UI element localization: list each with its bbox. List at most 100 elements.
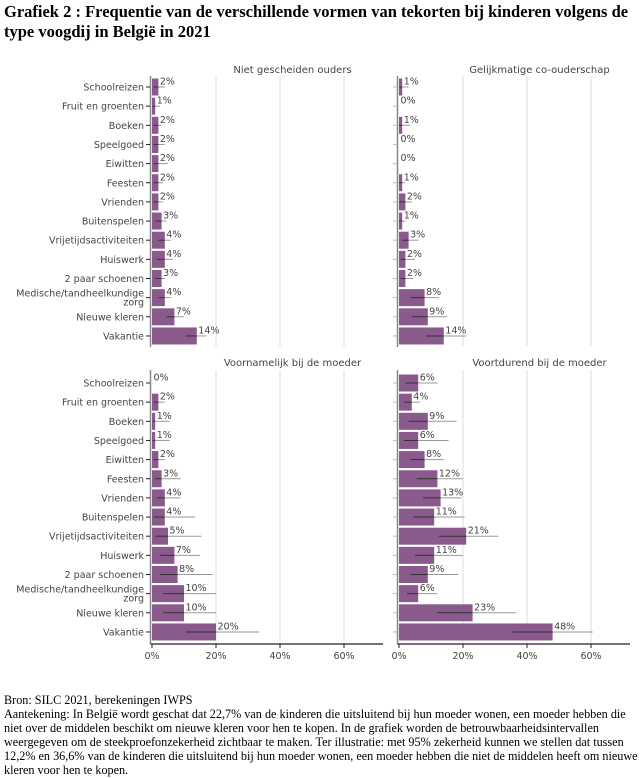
data-label: 2% bbox=[160, 392, 175, 403]
data-label: 14% bbox=[198, 325, 219, 336]
data-label: 4% bbox=[166, 287, 181, 298]
data-label: 2% bbox=[407, 249, 422, 260]
panel-title: Niet gescheiden ouders bbox=[233, 65, 351, 76]
data-label: 1% bbox=[157, 430, 172, 441]
bar bbox=[152, 327, 197, 345]
data-label: 23% bbox=[474, 602, 495, 613]
data-label: 9% bbox=[429, 306, 444, 317]
data-label: 3% bbox=[163, 268, 178, 279]
data-label: 9% bbox=[429, 564, 444, 575]
bar bbox=[152, 623, 216, 641]
category-label: Huiswerk bbox=[100, 551, 144, 562]
category-label: Vrijetijdsactiviteiten bbox=[49, 532, 144, 543]
data-label: 0% bbox=[401, 134, 416, 145]
category-label: Speelgoed bbox=[94, 140, 144, 151]
data-label: 0% bbox=[401, 153, 416, 164]
data-label: 4% bbox=[413, 392, 428, 403]
data-label: 1% bbox=[404, 115, 419, 126]
category-label: Fruit en groenten bbox=[62, 102, 144, 113]
data-label: 3% bbox=[163, 468, 178, 479]
data-label: 2% bbox=[160, 115, 175, 126]
x-tick-label: 60% bbox=[580, 651, 601, 662]
chart-title: Grafiek 2 : Frequentie van de verschille… bbox=[4, 2, 629, 41]
panel-title: Gelijkmatige co-ouderschap bbox=[469, 65, 609, 76]
category-label: Vakantie bbox=[103, 331, 144, 342]
category-label: Medische/tandheelkundige bbox=[16, 585, 144, 596]
data-label: 21% bbox=[468, 526, 489, 537]
x-tick-label: 20% bbox=[205, 651, 226, 662]
category-label: Eiwitten bbox=[106, 159, 144, 170]
category-label: Vakantie bbox=[103, 627, 144, 638]
category-label: zorg bbox=[123, 594, 144, 605]
data-label: 4% bbox=[166, 230, 181, 241]
data-label: 10% bbox=[186, 583, 207, 594]
bar bbox=[399, 489, 441, 507]
bar bbox=[152, 308, 175, 326]
bar bbox=[399, 327, 444, 345]
data-label: 1% bbox=[404, 211, 419, 222]
category-label: Buitenspelen bbox=[82, 217, 144, 228]
data-label: 1% bbox=[404, 77, 419, 88]
data-label: 8% bbox=[179, 564, 194, 575]
data-label: 2% bbox=[160, 172, 175, 183]
panel-title: Voortdurend bij de moeder bbox=[472, 358, 607, 369]
data-label: 1% bbox=[404, 172, 419, 183]
category-label: Feesten bbox=[107, 474, 144, 485]
bar bbox=[399, 623, 553, 641]
data-label: 0% bbox=[154, 373, 169, 384]
data-label: 2% bbox=[160, 449, 175, 460]
data-label: 6% bbox=[420, 583, 435, 594]
data-label: 6% bbox=[420, 430, 435, 441]
category-label: Eiwitten bbox=[106, 455, 144, 466]
category-label: Vrijetijdsactiviteiten bbox=[49, 236, 144, 247]
category-label: Nieuwe kleren bbox=[76, 312, 144, 323]
category-label: 2 paar schoenen bbox=[65, 570, 144, 581]
data-label: 20% bbox=[218, 621, 239, 632]
category-label: Speelgoed bbox=[94, 436, 144, 447]
data-label: 3% bbox=[163, 211, 178, 222]
category-label: Vrienden bbox=[101, 197, 144, 208]
source-note: Bron: SILC 2021, berekeningen IWPS bbox=[4, 693, 193, 707]
category-label: Schoolreizen bbox=[83, 83, 144, 94]
category-label: 2 paar schoenen bbox=[65, 274, 144, 285]
data-label: 8% bbox=[426, 449, 441, 460]
data-label: 7% bbox=[176, 545, 191, 556]
x-tick-label: 0% bbox=[144, 651, 159, 662]
category-label: Schoolreizen bbox=[83, 379, 144, 390]
category-label: Boeken bbox=[109, 417, 144, 428]
category-label: Huiswerk bbox=[100, 255, 144, 266]
data-label: 9% bbox=[429, 411, 444, 422]
data-label: 13% bbox=[442, 487, 463, 498]
annotation-note: Aantekening: In België wordt geschat dat… bbox=[4, 707, 638, 777]
data-label: 11% bbox=[436, 507, 457, 518]
category-label: Fruit en groenten bbox=[62, 398, 144, 409]
bar bbox=[399, 527, 467, 545]
data-label: 4% bbox=[166, 249, 181, 260]
data-label: 5% bbox=[170, 526, 185, 537]
data-label: 14% bbox=[445, 325, 466, 336]
bar bbox=[399, 604, 473, 622]
data-label: 4% bbox=[166, 507, 181, 518]
data-label: 8% bbox=[426, 287, 441, 298]
data-label: 48% bbox=[554, 621, 575, 632]
category-label: zorg bbox=[123, 298, 144, 309]
data-label: 2% bbox=[160, 191, 175, 202]
category-label: Nieuwe kleren bbox=[76, 608, 144, 619]
data-label: 2% bbox=[160, 77, 175, 88]
small-multiples-bar-chart: Niet gescheiden ouders Schoolreizen 2% Frui… bbox=[16, 65, 630, 662]
data-label: 1% bbox=[157, 96, 172, 107]
data-label: 2% bbox=[160, 153, 175, 164]
data-label: 12% bbox=[439, 468, 460, 479]
data-label: 11% bbox=[436, 545, 457, 556]
category-label: Feesten bbox=[107, 178, 144, 189]
panel-title: Voornamelijk bij de moeder bbox=[224, 358, 362, 369]
data-label: 2% bbox=[407, 191, 422, 202]
category-label: Buitenspelen bbox=[82, 513, 144, 524]
data-label: 1% bbox=[157, 411, 172, 422]
x-tick-label: 0% bbox=[391, 651, 406, 662]
category-label: Medische/tandheelkundige bbox=[16, 289, 144, 300]
x-tick-label: 60% bbox=[333, 651, 354, 662]
x-tick-label: 40% bbox=[516, 651, 537, 662]
data-label: 0% bbox=[401, 96, 416, 107]
x-tick-label: 40% bbox=[269, 651, 290, 662]
